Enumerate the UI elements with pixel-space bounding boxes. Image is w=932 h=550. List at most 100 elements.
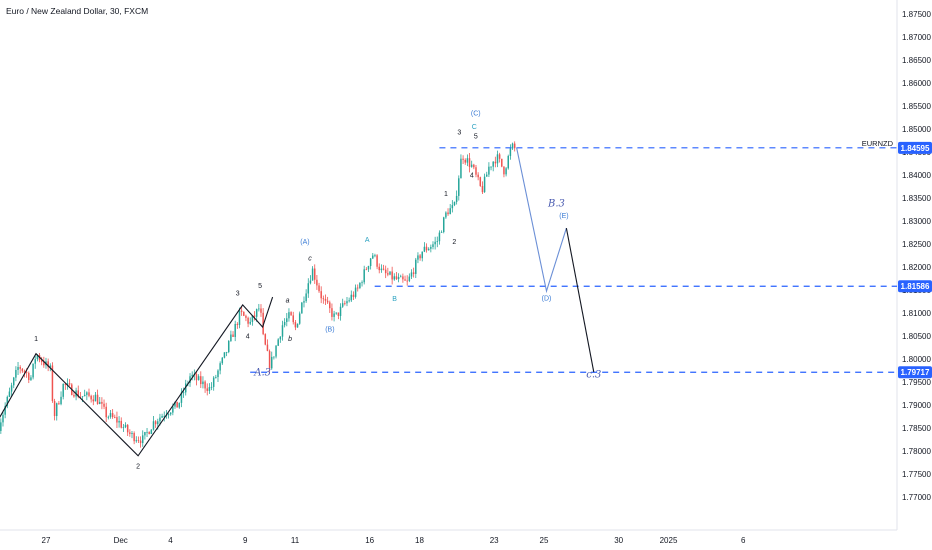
candle-body	[378, 266, 380, 271]
candle-body	[116, 417, 118, 423]
candle-body	[281, 325, 284, 337]
candle-body	[387, 273, 389, 275]
candle-body	[363, 269, 365, 283]
wave-label: B	[392, 296, 397, 303]
candle-body	[479, 177, 482, 186]
candle-body	[36, 355, 39, 360]
candle-body	[503, 166, 505, 175]
candle-body	[432, 244, 434, 247]
candle-body	[485, 174, 488, 177]
candle-body	[43, 361, 45, 366]
x-tick-label: 9	[243, 536, 248, 545]
candle-body	[144, 432, 146, 436]
candle-body	[356, 287, 359, 289]
x-tick-label: 2025	[660, 536, 678, 545]
candle-body	[55, 403, 58, 417]
candle-body	[451, 205, 454, 209]
candle-body	[346, 301, 348, 304]
candle-body	[51, 365, 54, 401]
candle-body	[236, 323, 239, 325]
candle-body	[331, 308, 333, 317]
candle-body	[391, 271, 393, 280]
candle-body	[202, 381, 204, 385]
candle-body	[481, 185, 484, 193]
y-tick-label: 1.78500	[902, 424, 931, 433]
y-tick-label: 1.85500	[902, 102, 931, 111]
y-tick-label: 1.80500	[902, 332, 931, 341]
y-tick-label: 1.84000	[902, 171, 931, 180]
candle-body	[365, 269, 368, 271]
candle-body	[172, 406, 174, 413]
candle-body	[6, 396, 9, 407]
y-tick-label: 1.83500	[902, 194, 931, 203]
candle-body	[19, 367, 21, 369]
candle-body	[150, 429, 153, 434]
candle-body	[139, 440, 142, 444]
candle-body	[66, 383, 69, 385]
price-level-badge	[898, 280, 932, 293]
candle-body	[303, 301, 305, 303]
candle-body	[462, 158, 464, 160]
candle-body	[135, 440, 138, 442]
candle-body	[53, 400, 56, 417]
candle-body	[436, 241, 439, 242]
price-level-badge	[898, 141, 932, 154]
wave-label: 4	[470, 173, 474, 180]
candle-body	[223, 352, 226, 358]
x-tick-label: 30	[614, 536, 623, 545]
wave-label: (E)	[559, 213, 568, 220]
candle-body	[154, 421, 157, 425]
candle-body	[354, 287, 357, 297]
candle-body	[152, 421, 155, 430]
candle-body	[402, 276, 404, 280]
candles	[0, 141, 516, 448]
y-tick-label: 1.82000	[902, 263, 931, 272]
wave-label: 2	[136, 464, 140, 471]
candle-body	[290, 312, 292, 316]
x-tick-label: 23	[490, 536, 499, 545]
candle-body	[262, 312, 264, 335]
y-tick-label: 1.83000	[902, 217, 931, 226]
candle-body	[77, 390, 79, 397]
candle-body	[146, 431, 148, 433]
candle-body	[161, 416, 163, 418]
x-tick-label: 11	[291, 536, 300, 545]
candle-body	[58, 403, 60, 405]
candle-body	[427, 248, 430, 251]
y-tick-label: 1.86000	[902, 79, 931, 88]
candle-body	[107, 416, 110, 418]
x-tick-label: 18	[415, 536, 424, 545]
candle-body	[453, 201, 456, 206]
wave-label: 1	[34, 336, 38, 343]
candle-body	[189, 376, 191, 383]
candle-body	[230, 334, 232, 341]
candle-body	[374, 255, 376, 257]
candle-body	[141, 435, 144, 444]
price-level-badge	[898, 366, 932, 379]
wave-label: 4	[246, 334, 250, 341]
candle-body	[399, 276, 402, 278]
candle-body	[212, 377, 215, 387]
price-level-label: 1.81586	[901, 282, 930, 291]
candle-body	[17, 367, 19, 370]
candle-body	[109, 413, 112, 417]
wave-label: 5	[258, 283, 262, 290]
candle-body	[395, 276, 398, 280]
candle-body	[380, 268, 383, 271]
candle-body	[195, 374, 198, 381]
candle-body	[83, 394, 86, 397]
wave-label: 1	[444, 191, 448, 198]
candle-body	[406, 280, 408, 282]
candle-body	[12, 377, 15, 386]
candle-body	[126, 424, 129, 433]
wave-label: c.3	[586, 370, 601, 381]
candle-body	[120, 420, 122, 428]
candle-body	[137, 440, 140, 441]
candle-body	[490, 166, 492, 168]
candle-body	[2, 414, 4, 423]
candle-body	[483, 176, 486, 193]
candle-body	[337, 312, 340, 316]
candle-body	[470, 164, 473, 167]
